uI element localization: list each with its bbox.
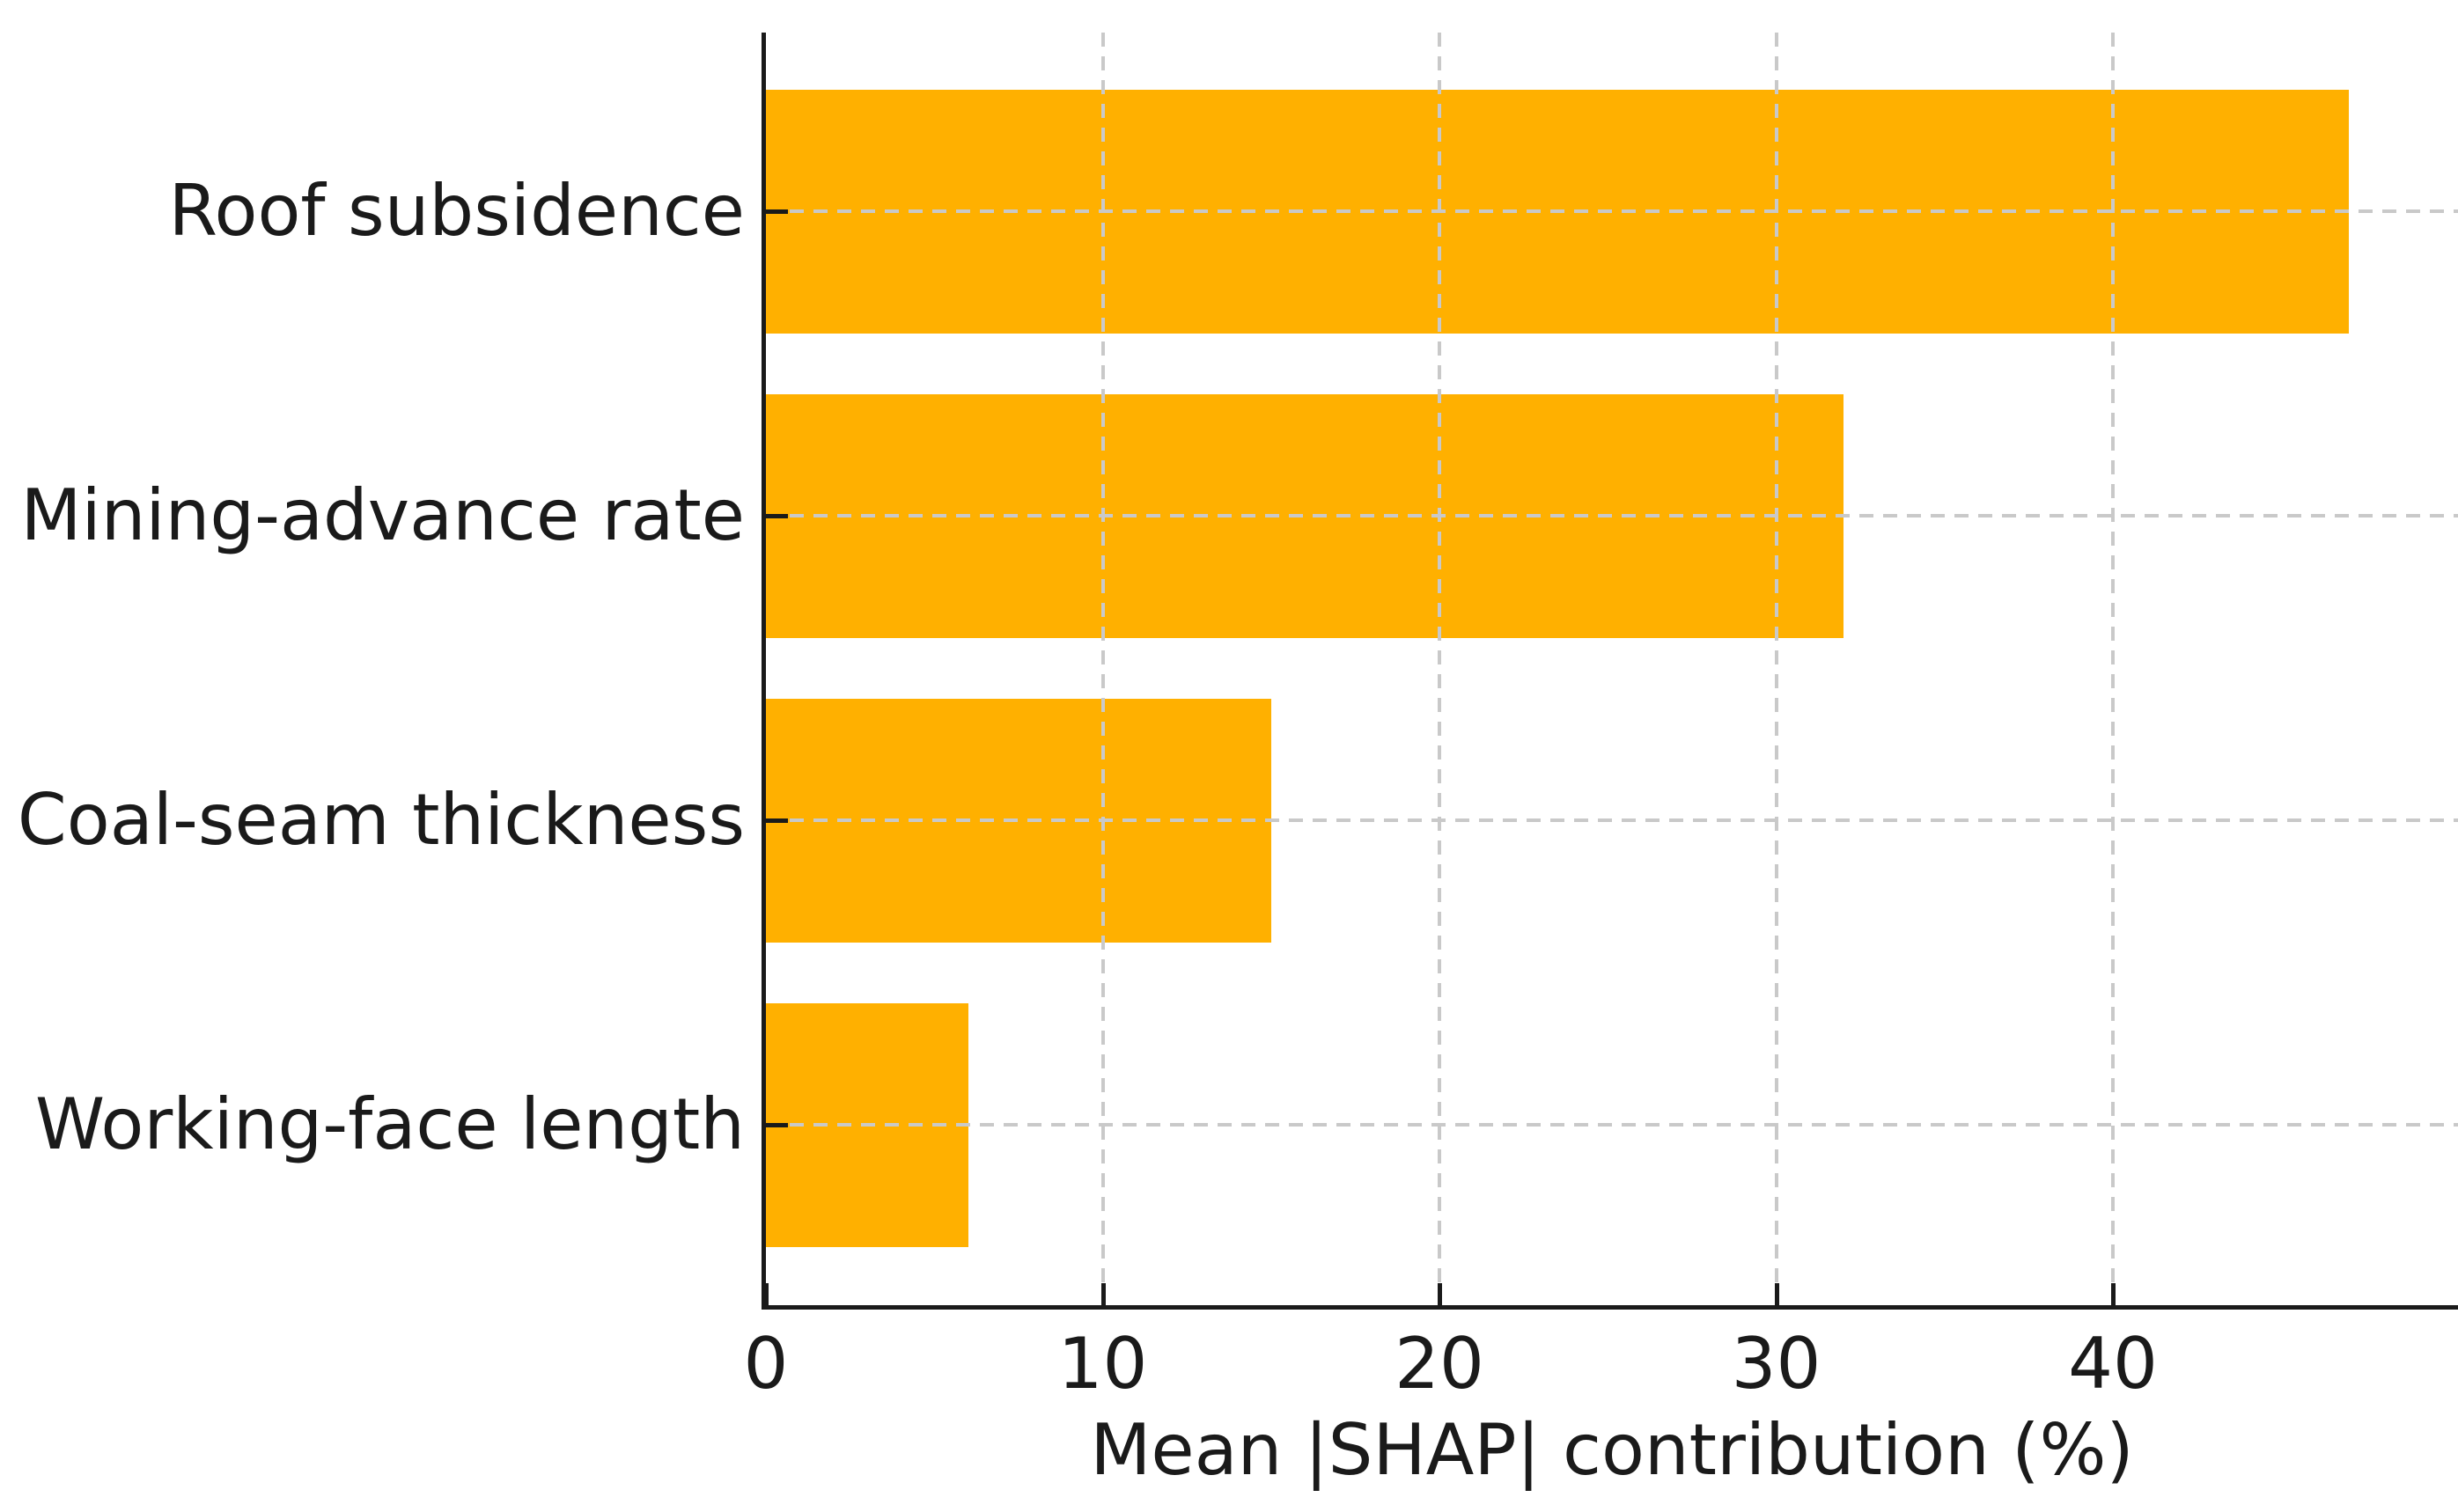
- x-tick-label-30: 30: [1731, 1323, 1821, 1405]
- y-tick-mark-mining-advance-rate: [766, 514, 788, 518]
- x-tick-mark-0: [764, 1283, 769, 1305]
- x-tick-label-10: 10: [1057, 1323, 1148, 1405]
- plot-area: [762, 33, 2458, 1310]
- y-tick-mark-coal-seam-thickness: [766, 818, 788, 823]
- gridline-vertical-40: [2111, 33, 2115, 1305]
- x-tick-label-0: 0: [743, 1323, 789, 1405]
- x-tick-mark-20: [1438, 1283, 1442, 1305]
- y-axis-spine: [762, 33, 766, 1310]
- y-tick-mark-roof-subsidence: [766, 209, 788, 214]
- gridline-vertical-30: [1774, 33, 1778, 1305]
- x-tick-mark-10: [1100, 1283, 1106, 1305]
- y-tick-label-roof-subsidence: Roof subsidence: [168, 170, 745, 252]
- gridline-horizontal-roof-subsidence: [766, 209, 2458, 213]
- x-tick-label-20: 20: [1395, 1323, 1484, 1405]
- y-tick-label-mining-advance-rate: Mining-advance rate: [20, 474, 745, 556]
- x-tick-label-40: 40: [2068, 1323, 2158, 1405]
- gridline-vertical-20: [1438, 33, 1441, 1305]
- gridline-vertical-10: [1100, 33, 1105, 1305]
- gridline-horizontal-mining-advance-rate: [766, 514, 2458, 517]
- x-tick-mark-30: [1774, 1283, 1779, 1305]
- x-axis-label: Mean |SHAP| contribution (%): [1090, 1409, 2134, 1491]
- y-tick-mark-working-face-length: [766, 1123, 788, 1127]
- y-tick-label-working-face-length: Working-face length: [35, 1083, 745, 1165]
- gridline-horizontal-working-face-length: [766, 1123, 2458, 1127]
- x-axis-spine: [762, 1305, 2458, 1310]
- x-tick-mark-40: [2111, 1283, 2116, 1305]
- gridline-horizontal-coal-seam-thickness: [766, 818, 2458, 822]
- y-tick-label-coal-seam-thickness: Coal-seam thickness: [17, 779, 745, 861]
